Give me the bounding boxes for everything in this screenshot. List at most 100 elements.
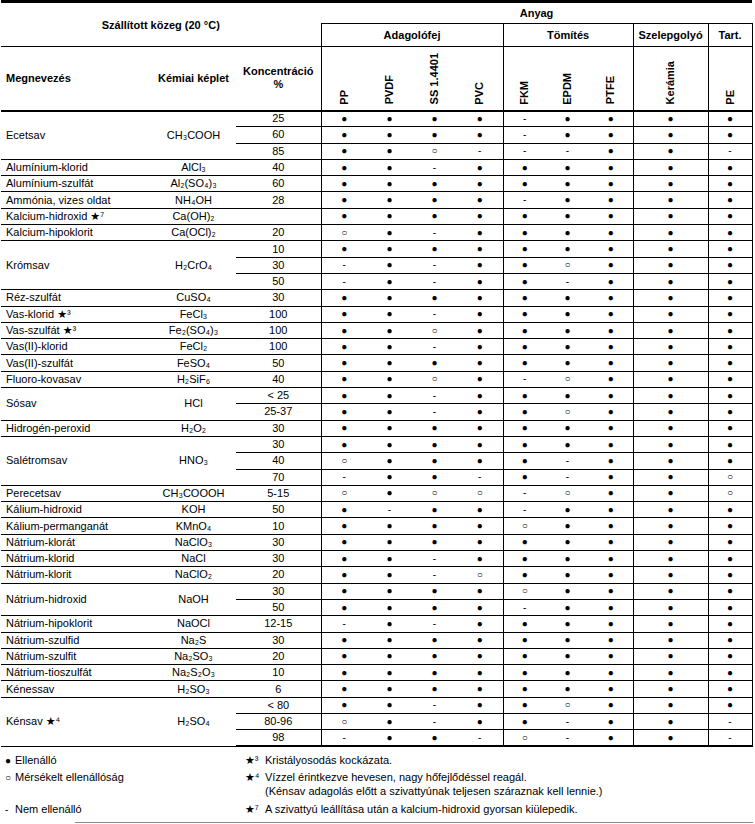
chemical-formula: H₂O₂ [151,420,236,436]
chemical-name: Kálium-permanganát [1,518,151,534]
rating-pvdf: ● [367,241,412,257]
concentration-value: 60 [236,127,321,143]
rating-pvdf: ● [367,192,412,208]
rating-ker-mia: ● [633,567,708,583]
rating-pvdf: ● [367,371,412,387]
chemical-formula: NaClO₃ [151,534,236,550]
rating-pp: ● [321,143,367,159]
rating-pp: ● [321,355,367,371]
rating-ptfe: ● [589,485,633,501]
rating-epdm: ● [546,322,589,338]
rating-pvc: ● [457,322,503,338]
chemical-formula: KMnO₄ [151,518,236,534]
legend-item-resistant: ●Ellenálló [0,754,245,766]
rating-ptfe: ● [589,681,633,697]
rating-ptfe: ● [589,420,633,436]
rating-fkm: ● [503,322,546,338]
rating-ptfe: ● [589,208,633,224]
chemical-name: Ammónia, vizes oldat [1,192,151,208]
rating-pp: ● [321,322,367,338]
rating-pvdf: ● [367,697,412,713]
chemical-formula: Fe₂(SO₄)₃ [151,322,236,338]
rating-fkm: ● [503,632,546,648]
rating-ker-mia: ● [633,127,708,143]
rating-epdm: ● [546,551,589,567]
concentration-column-header: Koncentráció % [236,47,321,111]
rating-pe: ● [708,208,752,224]
rating-ss-1-4401: ● [412,599,457,615]
rating-ss-1-4401: ● [412,502,457,518]
rating-pvdf: - [367,502,412,518]
footnote-3: ★³Kristályosodás kockázata. [245,754,755,768]
rating-epdm: ● [546,111,589,127]
rating-ptfe: ● [589,176,633,192]
rating-pp: ● [321,518,367,534]
rating-ptfe: ● [589,551,633,567]
rating-pvdf: ● [367,225,412,241]
rating-ker-mia: ● [633,713,708,729]
table-row: Vas-klorid ★³FeCl₃100●●-●●●●●● [1,306,752,322]
rating-pvc: ● [457,355,503,371]
rating-pp: ● [321,420,367,436]
rating-fkm: ● [503,388,546,404]
rating-pp: ○ [321,713,367,729]
rating-ker-mia: ● [633,502,708,518]
rating-ker-mia: ● [633,665,708,681]
rating-ker-mia: ● [633,111,708,127]
table-row: Alumínium-kloridAlCl₃40●●-●●●●●● [1,159,752,175]
rating-pp: - [321,257,367,273]
rating-pvdf: ● [367,551,412,567]
rating-pp: - [321,730,367,746]
chemical-name: Fluoro-kovasav [1,371,151,387]
rating-epdm: ● [546,208,589,224]
rating-pvdf: ● [367,485,412,501]
rating-ptfe: ● [589,273,633,289]
rating-ss-1-4401: ● [412,176,457,192]
rating-pe: ● [708,632,752,648]
table-row: PerecetsavCH₃COOOH5-15○●○○-○●●○ [1,485,752,501]
rating-ss-1-4401: ● [412,453,457,469]
star-7-marker: ★⁷ [245,803,265,817]
rating-fkm: ● [503,713,546,729]
rating-pvc: ● [457,176,503,192]
rating-ss-1-4401: - [412,616,457,632]
rating-pvdf: ● [367,665,412,681]
rating-pvdf: ● [367,339,412,355]
table-row: Kálium-hidroxidKOH50●-●●-●●●● [1,502,752,518]
next-section-edge-line [75,822,753,823]
rating-fkm: ● [503,665,546,681]
rating-ss-1-4401: ● [412,127,457,143]
rating-fkm: ● [503,355,546,371]
rating-epdm: ● [546,388,589,404]
concentration-value: 85 [236,143,321,159]
rating-fkm: ● [503,469,546,485]
concentration-value: 40 [236,371,321,387]
chemical-name: Kénsav ★⁴ [1,697,151,746]
rating-pp: ● [321,176,367,192]
rating-pvdf: ● [367,355,412,371]
rating-pp: ○ [321,453,367,469]
chemical-formula: HCl [151,388,236,421]
rating-pvc: ● [457,551,503,567]
chemical-formula: FeCl₃ [151,306,236,322]
concentration-value: 10 [236,665,321,681]
rating-epdm: - [546,713,589,729]
rating-pvc: ● [457,192,503,208]
chemical-name: Ecetsav [1,111,151,160]
legend-label: Mérsékelt ellenállóság [15,771,124,783]
rating-ker-mia: ● [633,257,708,273]
rating-fkm: ○ [503,730,546,746]
rating-pvc: ● [457,257,503,273]
rating-pvc: ● [457,241,503,257]
rating-ss-1-4401: ○ [412,371,457,387]
rating-pe: ● [708,273,752,289]
rating-pvc: ● [457,534,503,550]
rating-pe: - [708,713,752,729]
footer-row: ○Mérsékelt ellenállóság ★⁴Vízzel érintke… [0,771,755,799]
rating-fkm: ● [503,257,546,273]
rating-ss-1-4401: - [412,388,457,404]
rating-pp: ● [321,436,367,452]
chemical-name: Vas-klorid ★³ [1,306,151,322]
chemical-name: Vas(II)-klorid [1,339,151,355]
rating-ptfe: ● [589,469,633,485]
